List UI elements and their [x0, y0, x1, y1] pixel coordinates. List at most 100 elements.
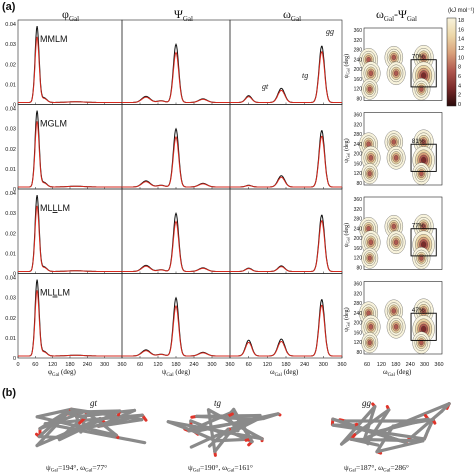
bond	[349, 437, 380, 447]
y-tick-label: 0.01	[5, 167, 16, 173]
svg-text:ωGal (deg): ωGal (deg)	[270, 368, 299, 378]
heatmap-x-tick: 360	[434, 362, 443, 368]
bond	[192, 429, 218, 443]
conformer-angles: ψGal=194°, ωGal=77°	[46, 463, 107, 474]
bond	[426, 417, 435, 433]
density-contour	[393, 324, 399, 330]
bond	[96, 418, 144, 428]
colorbar-tick: 16	[458, 27, 464, 33]
x-tick-label: 120	[263, 362, 272, 368]
conformer-gt: gt ψGal=194°, ωGal=77°	[35, 398, 148, 474]
colorbar-tick: 18	[458, 18, 464, 24]
plot-r3-c1	[17, 188, 123, 274]
bond	[261, 412, 280, 421]
x-label-psi: ψGal (deg)	[162, 368, 191, 378]
colorbar-tick: 2	[458, 93, 461, 99]
conformer-angles: ψGal=187°, ωGal=286°	[344, 463, 409, 474]
y-tick-label: 0.03	[5, 127, 16, 133]
series-red-line	[18, 205, 122, 272]
y-tick-label: 0	[13, 187, 16, 193]
bond	[62, 409, 122, 414]
y-tick-label: 0.04	[5, 107, 16, 113]
svg-text:ωGal: ωGal	[283, 7, 301, 23]
bond	[35, 407, 74, 419]
y-tick-label: 0	[13, 356, 16, 362]
x-tick-label: 300	[100, 362, 109, 368]
density-contour	[393, 70, 399, 76]
colorbar-tick: 6	[458, 74, 461, 80]
heatmap-r4: 47% 360 320 280 240 200 160 120 80 ψGal (deg)	[343, 281, 443, 356]
svg-text:ωGal (deg): ωGal (deg)	[383, 368, 412, 378]
density-contour	[367, 255, 372, 261]
density-contour	[391, 223, 396, 230]
colorbar-tick: 8	[458, 65, 461, 71]
percentage-label: 77%	[412, 223, 425, 230]
colorbar-tick: 10	[458, 55, 464, 61]
y-tick-label: 0.02	[5, 231, 16, 237]
omega-peak-label-tg: tg	[302, 71, 308, 80]
series-red-line	[18, 121, 122, 188]
heatmap-y-tick: 320	[354, 122, 363, 128]
series-red-line	[122, 51, 230, 103]
conformer-tg: tg ψGal=190°, ωGal=161°	[166, 398, 282, 474]
heatmap-y-tick: 360	[354, 197, 363, 203]
conformer-structures: gt ψGal=194°, ωGal=77° tg ψGal=190°, ωGal=1…	[35, 398, 451, 474]
column-title-psi: ΨGal	[174, 7, 193, 23]
svg-text:ΨGal: ΨGal	[174, 7, 193, 23]
density-contour	[419, 340, 424, 346]
x-tick-label: 60	[246, 362, 252, 368]
y-tick-label: 0.02	[5, 62, 16, 68]
density-contour	[391, 139, 396, 145]
x-tick-label: 240	[83, 362, 92, 368]
plot-r3-c2	[121, 188, 231, 274]
plot-r1-c1	[17, 19, 123, 105]
svg-text:φGal: φGal	[62, 7, 79, 23]
density-contour	[367, 340, 372, 346]
column-title-omega: ωGal	[283, 7, 301, 23]
heatmap-y-tick: 240	[354, 142, 363, 148]
bond	[37, 434, 63, 440]
heatmap-y-tick: 200	[354, 67, 363, 73]
bond	[375, 439, 425, 454]
heatmap-y-tick: 360	[354, 28, 363, 34]
heatmap-x-tick: 180	[391, 362, 400, 368]
bond	[225, 414, 240, 433]
density-contour	[421, 72, 427, 79]
plot-frame	[229, 104, 343, 190]
y-tick-label: 0.03	[5, 42, 16, 48]
heatmap-y-tick: 80	[356, 266, 362, 272]
conformer-name: tg	[214, 398, 222, 408]
heatmap-y-tick: 120	[354, 171, 363, 177]
selection-box	[410, 59, 437, 88]
heatmap-y-tick: 360	[354, 113, 363, 119]
omega-peak-label-gg: gg	[326, 27, 334, 36]
series-red-line	[122, 304, 230, 357]
heatmap-y-tick: 280	[354, 217, 363, 223]
y-tick-label: 0.01	[5, 251, 16, 257]
conformer-name: gg	[362, 398, 372, 408]
x-tick-label: 300	[207, 362, 216, 368]
selection-box	[410, 228, 437, 257]
heatmap-x-tick: 120	[377, 362, 386, 368]
plot-frame	[121, 188, 231, 274]
heatmap-x-tick: 60	[364, 362, 370, 368]
x-tick-label: 180	[171, 362, 180, 368]
bond	[166, 420, 196, 433]
selection-box	[410, 312, 437, 341]
x-tick-label: 60	[32, 362, 38, 368]
heatmap-y-tick: 120	[354, 87, 363, 93]
bond	[37, 409, 70, 439]
heatmap-y-tick: 200	[354, 152, 363, 158]
bond	[339, 408, 391, 446]
omega-peak-label-gt: gt	[262, 82, 269, 91]
y-tick-label: 0	[13, 272, 16, 278]
distribution-plots: 0.04 0.03 0.02 0.01 0 MMLM 0.04 0.03 0.02 0.01 0 MG…	[5, 19, 347, 368]
density-contour	[421, 156, 427, 164]
y-tick-label: 0	[13, 103, 16, 109]
x-tick-label: 360	[117, 362, 126, 368]
y-tick-label: 0.03	[5, 211, 16, 217]
heatmap-y-tick: 200	[354, 236, 363, 242]
bond	[349, 437, 425, 443]
density-contour	[421, 325, 427, 333]
